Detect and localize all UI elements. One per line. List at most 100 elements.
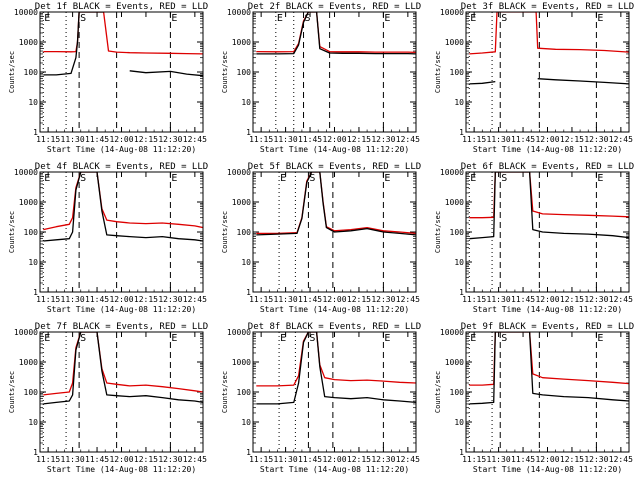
y-tick-label: 10000 bbox=[440, 168, 464, 177]
panel-det-9: Det 9f BLACK = Events, RED = LLD 1 10 100 10… bbox=[434, 322, 634, 474]
x-tick-label: 11:30 bbox=[487, 295, 511, 304]
x-tick-label: 12:00 bbox=[109, 455, 133, 464]
y-axis-label: Counts/sec bbox=[8, 211, 16, 253]
x-tick-label: 11:45 bbox=[85, 455, 109, 464]
x-axis-label: Start Time (14-Aug-08 11:12:20) bbox=[473, 145, 622, 154]
x-tick-label: 11:30 bbox=[274, 295, 298, 304]
x-tick-label: 12:15 bbox=[347, 135, 371, 144]
event-marker-label: S bbox=[309, 333, 315, 344]
panel-det-1: Det 1f BLACK = Events, RED = LLD 1 10 100 10… bbox=[8, 2, 208, 154]
x-tick-label: 12:30 bbox=[584, 455, 608, 464]
y-tick-label: 10000 bbox=[14, 328, 38, 337]
events-series-line bbox=[256, 172, 416, 236]
x-axis-label: Start Time (14-Aug-08 11:12:20) bbox=[473, 465, 622, 474]
y-tick-label: 1000 bbox=[232, 38, 251, 47]
x-tick-label: 11:15 bbox=[462, 455, 486, 464]
panel-title: Det 8f BLACK = Events, RED = LLD bbox=[248, 322, 421, 332]
x-tick-label: 11:30 bbox=[274, 135, 298, 144]
data-group bbox=[469, 172, 629, 240]
panel-frame bbox=[252, 331, 417, 453]
x-axis-label: Start Time (14-Aug-08 11:12:20) bbox=[473, 305, 622, 314]
y-tick-label: 10000 bbox=[14, 168, 38, 177]
x-tick-label: 12:15 bbox=[347, 455, 371, 464]
y-tick-label: 10 bbox=[454, 98, 464, 107]
x-tick-label: 11:15 bbox=[249, 135, 273, 144]
panel-frame bbox=[39, 11, 204, 133]
lld-series-line bbox=[43, 12, 203, 55]
y-tick-label: 1 bbox=[33, 288, 38, 297]
event-marker-label: E bbox=[171, 173, 177, 184]
y-tick-label: 100 bbox=[450, 68, 465, 77]
panel-frame bbox=[465, 331, 630, 453]
y-axis-label: Counts/sec bbox=[434, 211, 442, 253]
x-tick-label: 11:30 bbox=[61, 295, 85, 304]
x-tick-label: 12:00 bbox=[535, 455, 559, 464]
event-marker-label: E bbox=[280, 333, 286, 344]
y-tick-label: 1 bbox=[459, 288, 464, 297]
y-tick-label: 1000 bbox=[445, 358, 464, 367]
x-tick-label: 12:15 bbox=[134, 455, 158, 464]
x-tick-label: 12:45 bbox=[609, 295, 633, 304]
event-marker-label: E bbox=[470, 173, 476, 184]
y-tick-label: 1000 bbox=[232, 198, 251, 207]
data-group bbox=[43, 12, 203, 77]
x-tick-label: 12:45 bbox=[396, 135, 420, 144]
panel-det-5: Det 5f BLACK = Events, RED = LLD 1 10 100 10… bbox=[221, 162, 421, 314]
panel-frame bbox=[465, 11, 630, 133]
y-tick-label: 1000 bbox=[19, 38, 38, 47]
event-marker-label: E bbox=[44, 173, 50, 184]
x-tick-label: 12:45 bbox=[396, 295, 420, 304]
data-group bbox=[43, 172, 203, 242]
panel-title: Det 1f BLACK = Events, RED = LLD bbox=[35, 2, 208, 12]
y-tick-label: 1 bbox=[33, 128, 38, 137]
x-tick-label: 12:00 bbox=[322, 135, 346, 144]
x-tick-label: 12:00 bbox=[322, 295, 346, 304]
y-tick-label: 10000 bbox=[227, 8, 251, 17]
x-tick-label: 11:15 bbox=[36, 135, 60, 144]
x-tick-label: 12:30 bbox=[371, 135, 395, 144]
y-tick-label: 100 bbox=[450, 228, 465, 237]
x-tick-label: 12:30 bbox=[371, 455, 395, 464]
data-group bbox=[256, 12, 416, 55]
y-tick-label: 10 bbox=[28, 258, 38, 267]
panel-title: Det 6f BLACK = Events, RED = LLD bbox=[461, 162, 634, 172]
y-tick-label: 10 bbox=[28, 98, 38, 107]
lld-series-line bbox=[43, 332, 203, 396]
y-tick-label: 1000 bbox=[19, 198, 38, 207]
event-marker-label: S bbox=[80, 173, 86, 184]
x-tick-label: 12:45 bbox=[609, 135, 633, 144]
x-tick-label: 11:45 bbox=[511, 135, 535, 144]
panel-frame bbox=[465, 171, 630, 293]
panel-frame bbox=[39, 171, 204, 293]
x-tick-label: 11:15 bbox=[249, 295, 273, 304]
y-tick-label: 10 bbox=[241, 418, 251, 427]
y-tick-label: 10 bbox=[454, 258, 464, 267]
x-tick-label: 12:45 bbox=[183, 295, 207, 304]
y-tick-label: 10 bbox=[241, 98, 251, 107]
panel-det-7: Det 7f BLACK = Events, RED = LLD 1 10 100 10… bbox=[8, 322, 208, 474]
panel-frame bbox=[252, 11, 417, 133]
x-tick-label: 11:45 bbox=[298, 295, 322, 304]
y-tick-label: 10 bbox=[241, 258, 251, 267]
x-tick-label: 12:30 bbox=[584, 135, 608, 144]
events-series-line bbox=[43, 12, 203, 77]
event-marker-label: E bbox=[384, 173, 390, 184]
x-tick-label: 11:30 bbox=[274, 455, 298, 464]
lld-series-line bbox=[469, 332, 629, 386]
event-marker-label: S bbox=[501, 173, 507, 184]
x-tick-label: 11:45 bbox=[298, 135, 322, 144]
y-axis-label: Counts/sec bbox=[434, 371, 442, 413]
panel-det-3: Det 3f BLACK = Events, RED = LLD 1 10 100 10… bbox=[434, 2, 634, 154]
event-marker-label: S bbox=[309, 173, 315, 184]
x-tick-label: 11:30 bbox=[487, 455, 511, 464]
x-axis-label: Start Time (14-Aug-08 11:12:20) bbox=[47, 145, 196, 154]
data-group bbox=[256, 172, 416, 236]
y-tick-label: 10000 bbox=[14, 8, 38, 17]
x-tick-label: 11:45 bbox=[298, 455, 322, 464]
x-tick-label: 12:00 bbox=[535, 135, 559, 144]
events-series-line bbox=[43, 332, 203, 405]
panel-det-2: Det 2f BLACK = Events, RED = LLD 1 10 100 10… bbox=[221, 2, 421, 154]
y-tick-label: 1000 bbox=[445, 198, 464, 207]
x-tick-label: 11:30 bbox=[61, 455, 85, 464]
